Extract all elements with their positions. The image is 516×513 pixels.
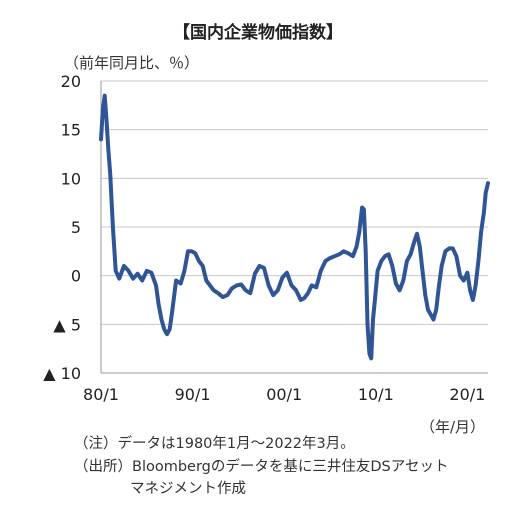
x-tick-label: 10/1 [358,385,394,404]
x-tick-label: 80/1 [83,385,119,404]
x-tick-label: 00/1 [266,385,302,404]
chart-title: 【国内企業物価指数】 [173,23,343,43]
y-axis-unit-label: （前年同月比、％） [64,54,200,72]
grid-layer [101,80,488,374]
y-tick-label: 5 [71,218,81,237]
note-period: （注）データは1980年1月～2022年3月。 [74,436,355,452]
y-tick-label: 15 [61,121,81,140]
y-tick-label: ▲ 5 [53,315,81,334]
y-tick-label: 20 [61,72,81,91]
note-source: （出所）Bloombergのデータを基に三井住友DSアセット [74,459,449,475]
x-tick-label: 20/1 [449,385,485,404]
x-axis-unit-label: （年/月） [420,418,486,436]
y-tick-label: 0 [71,267,81,286]
series-line [99,93,490,361]
y-tick-label: ▲ 10 [43,364,81,383]
series-layer [99,93,490,361]
x-tick-label: 90/1 [175,385,211,404]
note-source-continued: マネジメント作成 [130,481,246,497]
y-tick-label: 10 [61,169,81,188]
